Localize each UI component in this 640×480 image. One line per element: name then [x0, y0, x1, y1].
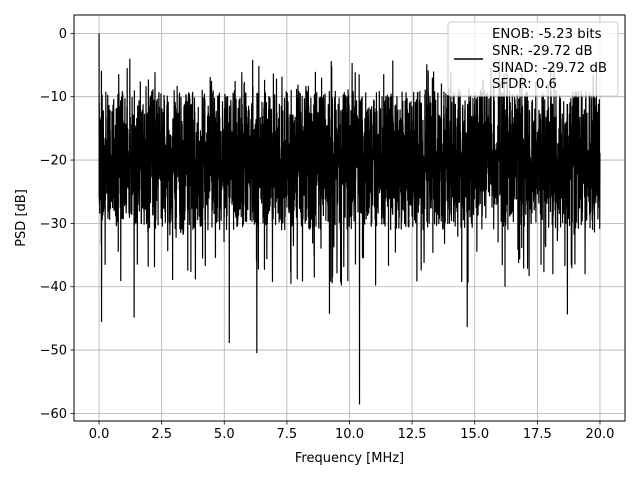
y-axis-label: PSD [dB] — [14, 189, 29, 247]
x-tick-label: 12.5 — [398, 427, 427, 442]
y-tick-label: −40 — [40, 280, 67, 295]
y-axis-ticks: 0 −10 −20 −30 −40 −50 −60 — [40, 27, 74, 422]
legend-entry-enob: ENOB: -5.23 bits — [492, 27, 602, 42]
y-tick-label: −50 — [40, 344, 67, 359]
legend-entry-snr: SNR: -29.72 dB — [492, 44, 593, 59]
x-tick-label: 17.5 — [523, 427, 552, 442]
y-tick-label: 0 — [59, 27, 67, 42]
legend: ENOB: -5.23 bits SNR: -29.72 dB SINAD: -… — [447, 21, 619, 97]
x-tick-label: 2.5 — [151, 427, 172, 442]
y-tick-label: −30 — [40, 217, 67, 232]
y-tick-label: −20 — [40, 154, 67, 169]
legend-box — [447, 21, 619, 97]
psd-series-line — [98, 33, 601, 405]
x-tick-label: 0.0 — [89, 427, 110, 442]
x-tick-label: 20.0 — [585, 427, 614, 442]
x-axis-ticks: 0.0 2.5 5.0 7.5 10.0 12.5 15.0 17.5 20.0 — [89, 421, 614, 442]
y-tick-label: −10 — [40, 90, 67, 105]
psd-trace — [98, 33, 601, 405]
legend-entry-sfdr: SFDR: 0.6 — [492, 77, 557, 92]
legend-entry-sinad: SINAD: -29.72 dB — [492, 61, 607, 76]
x-tick-label: 10.0 — [335, 427, 364, 442]
y-tick-label: −60 — [40, 407, 67, 422]
x-axis-label: Frequency [MHz] — [295, 451, 404, 466]
x-tick-label: 5.0 — [214, 427, 235, 442]
x-tick-label: 7.5 — [277, 427, 298, 442]
x-tick-label: 15.0 — [460, 427, 489, 442]
